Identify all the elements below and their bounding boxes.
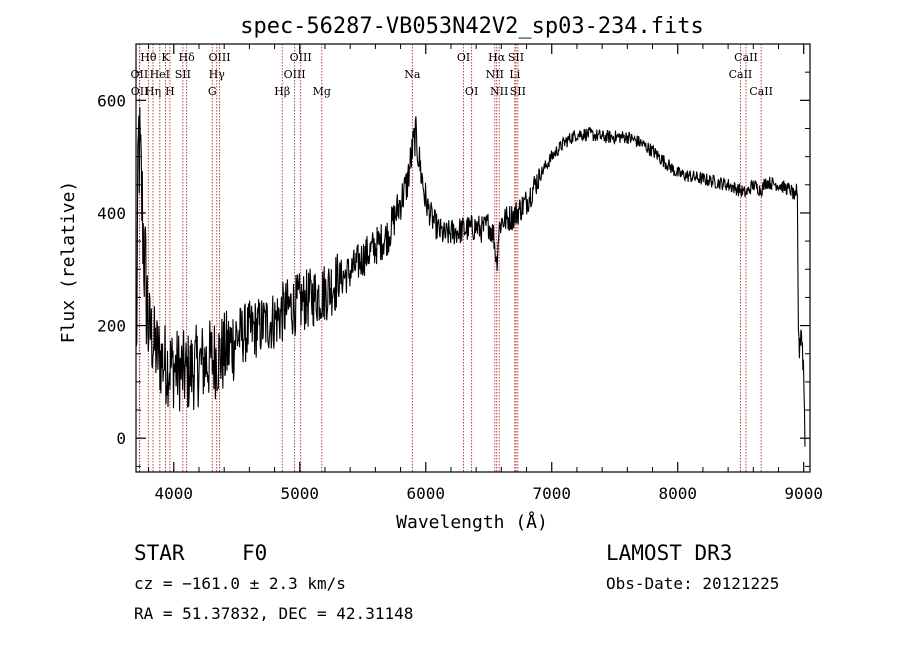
spectral-line-label: OIII: [208, 51, 230, 64]
y-tick-label: 600: [97, 91, 126, 110]
object-class: STAR: [134, 541, 185, 565]
spectral-line-label: G: [208, 85, 217, 98]
x-tick-label: 9000: [784, 484, 823, 503]
spectral-line-labels: OIIOIIHθHηHeIKHSIIHδGHγOIIIHβOIIIOIIIMgN…: [131, 51, 773, 98]
spectral-line-label: CaII: [749, 85, 773, 98]
spectral-line-label: OII: [131, 68, 149, 81]
spectral-line-label: SII: [175, 68, 191, 81]
x-axis-label: Wavelength (Å): [396, 511, 548, 533]
y-tick-label: 200: [97, 317, 126, 336]
spectral-line-label: OIII: [290, 51, 312, 64]
spectral-line-label: Hγ: [209, 68, 226, 81]
x-tick-label: 8000: [658, 484, 697, 503]
spectral-line-markers: [138, 44, 762, 472]
spectral-line-label: Hδ: [179, 51, 196, 64]
plot-frame: [135, 43, 811, 473]
spectral-line-label: H: [165, 85, 175, 98]
spectral-line-label: Mg: [313, 85, 331, 98]
y-axis-ticks: 0 200 400 600: [97, 71, 810, 467]
x-axis-ticks: 4000 5000 6000 7000 8000 9000: [148, 44, 823, 503]
spectral-line-label: Hα: [488, 51, 506, 64]
obs-date-text: Obs-Date: 20121225: [606, 574, 779, 593]
y-axis-label: Flux (relative): [58, 181, 79, 344]
spectrum-line: [135, 107, 806, 447]
spectral-line-label: HeI: [150, 68, 170, 81]
spectral-line-label: CaII: [729, 68, 753, 81]
spectral-line-label: Hθ: [140, 51, 157, 64]
spectral-line-label: SII: [508, 51, 524, 64]
redshift-text: cz = −161.0 ± 2.3 km/s: [134, 574, 346, 593]
spectral-line-label: Na: [404, 68, 421, 81]
spectral-line-label: K: [161, 51, 170, 64]
x-tick-label: 4000: [155, 484, 194, 503]
coordinates-text: RA = 51.37832, DEC = 42.31148: [134, 604, 413, 623]
x-tick-label: 5000: [281, 484, 320, 503]
spectral-line-label: OII: [131, 85, 149, 98]
survey-name: LAMOST DR3: [606, 541, 732, 565]
y-tick-label: 400: [97, 204, 126, 223]
spectral-line-label: OIII: [284, 68, 306, 81]
spectral-line-label: Hη: [145, 85, 161, 98]
spectral-line-label: OI: [465, 85, 478, 98]
spectral-line-label: OI: [457, 51, 470, 64]
x-tick-label: 7000: [532, 484, 571, 503]
x-tick-label: 6000: [406, 484, 445, 503]
spectral-line-label: NII: [486, 68, 504, 81]
spectral-line-label: Hβ: [274, 85, 290, 98]
y-tick-label: 0: [116, 429, 126, 448]
object-subclass: F0: [242, 541, 267, 565]
spectral-line-label: NII: [490, 85, 508, 98]
spectral-line-label: Li: [509, 68, 520, 81]
spectral-line-label: CaII: [734, 51, 758, 64]
chart-title: spec-56287-VB053N42V2_sp03-234.fits: [240, 14, 704, 39]
spectral-line-label: SII: [510, 85, 526, 98]
